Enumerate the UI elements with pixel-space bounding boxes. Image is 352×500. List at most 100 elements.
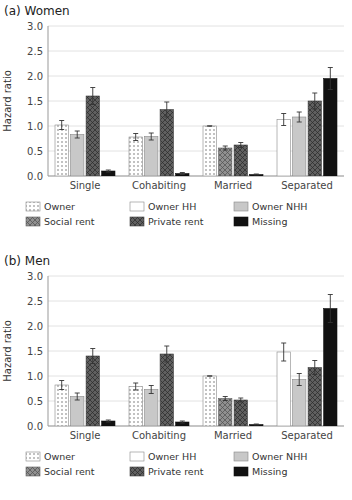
legend-label: Social rent xyxy=(44,216,95,227)
bars xyxy=(55,295,337,427)
legend-swatch xyxy=(130,217,144,226)
bar xyxy=(293,380,306,427)
y-tick-label: 1.0 xyxy=(27,121,43,132)
error-bar xyxy=(180,421,185,423)
bar xyxy=(129,387,142,427)
x-tick-label: Separated xyxy=(281,430,333,441)
legend: OwnerOwner HHOwner NHHSocial rentPrivate… xyxy=(26,451,307,477)
legend: OwnerOwner HHOwner NHHSocial rentPrivate… xyxy=(26,201,307,227)
y-tick-label: 0.0 xyxy=(27,421,43,432)
y-tick-label: 3.0 xyxy=(27,271,43,282)
bar xyxy=(324,309,337,427)
legend-swatch xyxy=(130,467,144,476)
x-tick-label: Married xyxy=(214,180,252,191)
bar xyxy=(71,135,84,177)
error-bar xyxy=(207,126,212,127)
bar xyxy=(55,385,68,426)
y-tick-label: 1.5 xyxy=(27,96,43,107)
error-bar xyxy=(328,295,333,323)
y-tick-label: 0.0 xyxy=(27,171,43,182)
error-bar xyxy=(281,343,286,361)
error-bar xyxy=(297,374,302,386)
legend-swatch xyxy=(26,202,40,211)
y-tick-label: 1.5 xyxy=(27,346,43,357)
y-tick-label: 0.5 xyxy=(27,396,43,407)
legend-label: Owner NHH xyxy=(252,451,307,462)
error-bar xyxy=(106,420,111,422)
bar xyxy=(234,145,247,176)
error-bar xyxy=(90,349,95,364)
legend-swatch xyxy=(234,467,248,476)
chart-title: (b) Men xyxy=(4,254,50,268)
bar xyxy=(160,110,173,177)
bar xyxy=(176,422,189,426)
legend-swatch xyxy=(234,202,248,211)
bar xyxy=(324,79,337,177)
x-tick-label: Separated xyxy=(281,180,333,191)
bar xyxy=(293,117,306,176)
x-tick-label: Single xyxy=(70,180,101,191)
y-axis-line xyxy=(48,26,49,176)
error-bar xyxy=(223,397,228,401)
x-tick-label: Married xyxy=(214,430,252,441)
error-bar xyxy=(328,68,333,90)
panel: (a) WomenHazard ratio0.00.51.01.52.02.53… xyxy=(2,4,344,227)
legend-swatch xyxy=(234,217,248,226)
y-axis-label: Hazard ratio xyxy=(2,320,13,382)
y-tick-label: 2.0 xyxy=(27,321,43,332)
y-tick-label: 2.5 xyxy=(27,296,43,307)
y-tick-label: 1.0 xyxy=(27,371,43,382)
error-bar xyxy=(254,424,259,425)
error-bar xyxy=(90,88,95,105)
grid-line xyxy=(48,276,344,277)
bar xyxy=(219,399,232,427)
chart-root: (a) Women Hazard ratio 0.0 0.5 1.0 1.5 2.0 2.5 3… xyxy=(0,0,352,500)
error-bar xyxy=(164,346,169,362)
legend-swatch xyxy=(130,202,144,211)
bar xyxy=(145,137,158,177)
error-bar xyxy=(133,134,138,141)
legend-label: Owner NHH xyxy=(252,201,307,212)
legend-swatch xyxy=(130,452,144,461)
error-bar xyxy=(180,173,185,175)
bar xyxy=(234,400,247,426)
bar xyxy=(176,174,189,177)
error-bar xyxy=(149,133,154,140)
panel: (b) Men Hazard ratio 0.0 0.5 1.0 1.5 2.0 2.5 3.0… xyxy=(2,254,344,477)
bar xyxy=(250,175,263,177)
y-tick-label: 0.5 xyxy=(27,146,43,157)
bar xyxy=(203,376,216,426)
y-axis-label: Hazard ratio xyxy=(2,70,13,132)
legend-swatch xyxy=(26,217,40,226)
error-bar xyxy=(75,393,80,400)
error-bar xyxy=(238,143,243,148)
error-bar xyxy=(223,146,228,150)
bar xyxy=(277,352,290,426)
bar xyxy=(55,125,68,176)
bar xyxy=(203,126,216,176)
bar xyxy=(129,137,142,176)
bar xyxy=(308,368,321,427)
legend-swatch xyxy=(26,467,40,476)
grid-line xyxy=(48,51,344,52)
legend-label: Owner HH xyxy=(148,201,196,212)
bar xyxy=(102,171,115,176)
bar xyxy=(308,101,321,176)
bar xyxy=(277,120,290,177)
error-bar xyxy=(59,381,64,390)
error-bar xyxy=(297,112,302,122)
y-tick-label: 2.5 xyxy=(27,46,43,57)
bar xyxy=(86,96,99,176)
error-bar xyxy=(164,102,169,117)
error-bar xyxy=(238,398,243,402)
error-bar xyxy=(281,114,286,126)
legend-label: Missing xyxy=(252,466,287,477)
chart-title: (a) Women xyxy=(4,4,70,18)
error-bar xyxy=(133,383,138,390)
grid-line xyxy=(48,26,344,27)
legend-label: Private rent xyxy=(148,466,204,477)
y-axis-line xyxy=(48,276,49,426)
error-bar xyxy=(75,131,80,138)
grid-line xyxy=(48,76,344,77)
legend-label: Owner xyxy=(44,201,75,212)
